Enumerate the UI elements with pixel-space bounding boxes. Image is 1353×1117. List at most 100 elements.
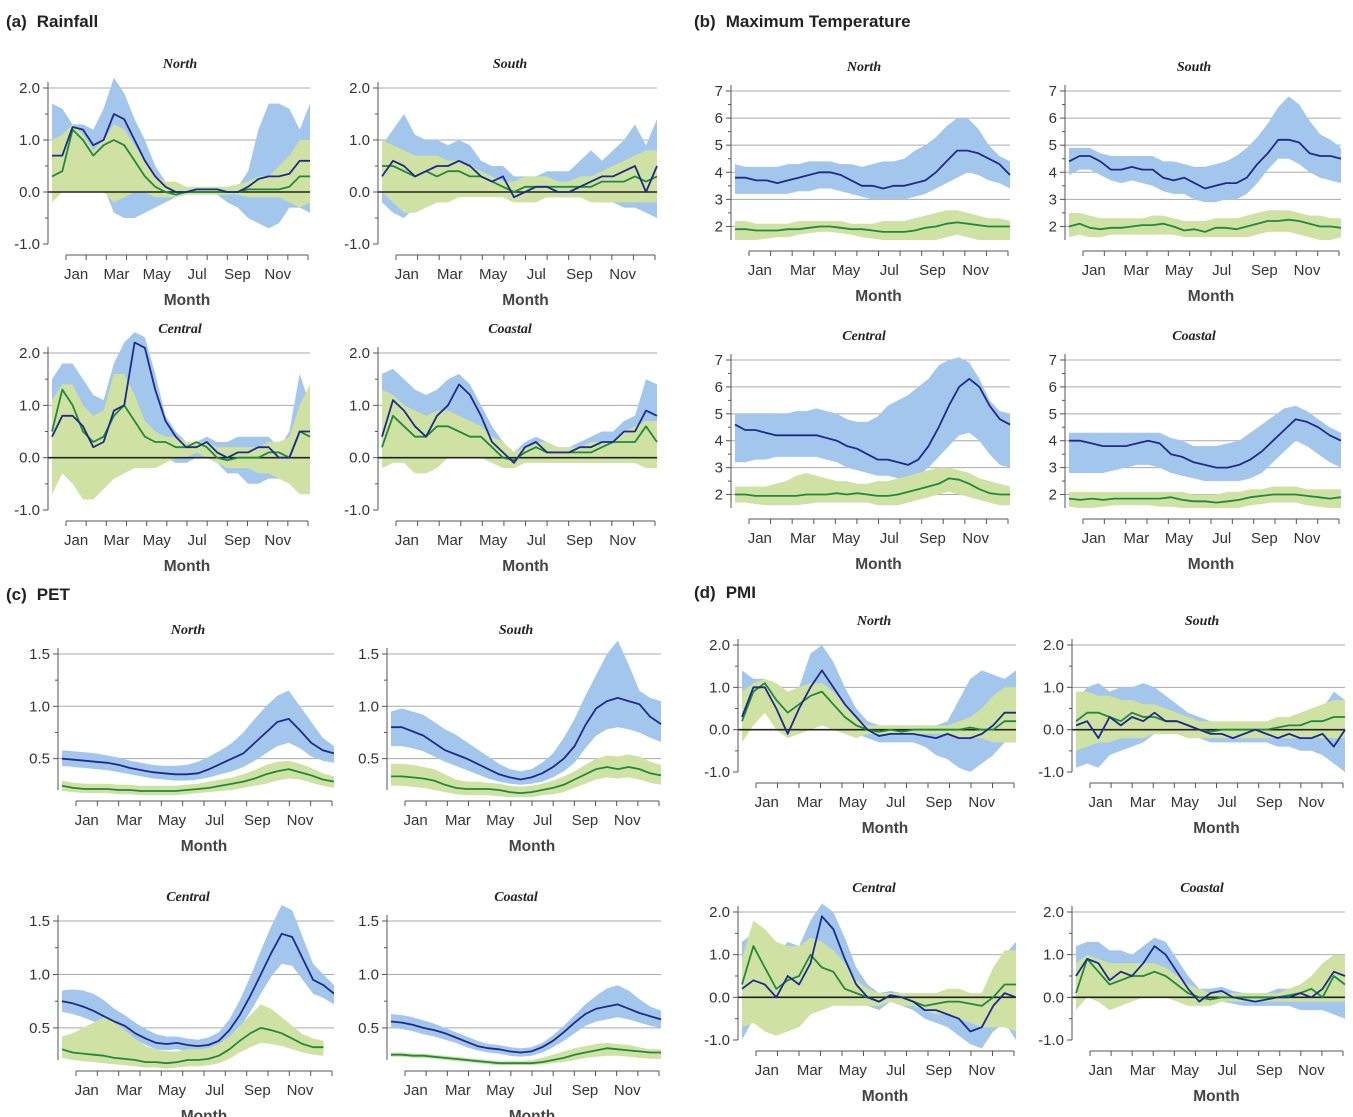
- y-tick-label: 1.0: [29, 698, 50, 715]
- blue-series-line: [390, 1003, 662, 1054]
- x-tick-label: Nov: [614, 1082, 641, 1099]
- blue-series-line: [1068, 138, 1342, 190]
- x-tick-label: Sep: [925, 1062, 952, 1079]
- chart-panel-12: Coastal 0.5 1.0 1.5 Jan Mar May Jul Sep Nov Month: [358, 890, 662, 1117]
- y-tick-label: -1.0: [1038, 1032, 1064, 1049]
- chart-panel-7: Central 2 3 4 5 6 7 Jan Mar May Jul Sep Nov Month: [715, 329, 1011, 573]
- y-tick-label: 0.5: [358, 751, 379, 768]
- x-tick-label: Jan: [64, 532, 88, 549]
- chart-subtitle: Central: [852, 881, 896, 896]
- x-tick-label: Mar: [103, 532, 129, 549]
- x-tick-label: Nov: [968, 794, 995, 811]
- x-tick-label: Jul: [527, 266, 546, 283]
- green-range-band: [62, 760, 334, 796]
- blue-series-line: [391, 697, 662, 781]
- x-tick-label: Mar: [116, 1082, 142, 1099]
- y-tick-label: 1.0: [709, 679, 730, 696]
- y-tick-label: 1.0: [358, 698, 379, 715]
- x-tick-label: Nov: [614, 812, 641, 829]
- x-axis-label: Month: [1188, 288, 1234, 305]
- x-tick-label: Jan: [75, 812, 99, 829]
- y-tick-label: 1.0: [358, 966, 379, 983]
- x-tick-label: Sep: [566, 532, 593, 549]
- green-series-line: [382, 165, 658, 193]
- blue-range-band: [391, 640, 661, 785]
- chart-subtitle: Central: [166, 890, 210, 905]
- x-tick-label: Sep: [1251, 530, 1278, 547]
- x-tick-label: Jan: [1082, 262, 1106, 279]
- x-tick-label: May: [832, 262, 861, 279]
- x-axis-label: Month: [181, 1108, 227, 1117]
- y-tick-label: 0.0: [19, 184, 40, 201]
- y-tick-label: 0.0: [349, 450, 370, 467]
- x-axis-label: Month: [164, 292, 210, 309]
- blue-range-band: [1069, 96, 1341, 203]
- x-tick-label: Jul: [205, 812, 224, 829]
- green-range-band: [52, 124, 310, 208]
- y-tick-label: 4: [715, 433, 723, 450]
- green-series-line: [61, 768, 335, 792]
- x-tick-label: May: [158, 1082, 187, 1099]
- panel-letter: (d): [694, 583, 716, 602]
- x-tick-label: Mar: [797, 1062, 823, 1079]
- x-tick-label: Mar: [445, 812, 471, 829]
- chart-panel-1: (a) Rainfall North -1.0 0.0 1.0 2.0 Jan Mar May Ju…: [6, 12, 310, 309]
- y-tick-label: 2.0: [19, 80, 40, 97]
- y-tick-label: 2: [715, 487, 723, 504]
- x-tick-label: Jul: [880, 262, 899, 279]
- blue-series-line: [381, 159, 658, 199]
- green-range-band: [1069, 210, 1341, 240]
- y-tick-label: 2.0: [709, 637, 730, 654]
- x-tick-label: Mar: [103, 266, 129, 283]
- green-range-band: [742, 920, 1016, 1036]
- y-tick-label: 1.5: [29, 913, 50, 930]
- x-tick-label: Jul: [205, 1082, 224, 1099]
- blue-range-band: [742, 645, 1016, 772]
- y-tick-label: 1.0: [1043, 679, 1064, 696]
- x-tick-label: Jan: [748, 530, 772, 547]
- green-range-band: [391, 754, 661, 798]
- x-tick-label: Sep: [925, 794, 952, 811]
- x-tick-label: Mar: [437, 266, 463, 283]
- y-tick-label: 2.0: [709, 904, 730, 921]
- x-axis-label: Month: [181, 838, 227, 855]
- y-tick-label: 2: [1049, 487, 1057, 504]
- blue-series-line: [51, 341, 310, 459]
- x-tick-label: Jan: [64, 266, 88, 283]
- x-tick-label: Jul: [1212, 262, 1231, 279]
- x-tick-label: Jul: [1217, 794, 1236, 811]
- blue-range-band: [735, 118, 1010, 200]
- panel-title: Maximum Temperature: [726, 12, 911, 31]
- x-tick-label: Mar: [1130, 794, 1156, 811]
- chart-panel-14: South -1.0 0.0 1.0 2.0 Jan Mar May Jul Sep Nov Mont…: [1038, 614, 1346, 837]
- y-tick-label: 6: [1049, 110, 1057, 127]
- y-tick-label: 1.0: [29, 966, 50, 983]
- x-tick-label: Jan: [395, 532, 419, 549]
- x-tick-label: Mar: [797, 794, 823, 811]
- x-tick-label: May: [143, 266, 172, 283]
- x-tick-label: Sep: [244, 812, 271, 829]
- chart-subtitle: Central: [842, 329, 886, 344]
- chart-subtitle: South: [1177, 60, 1211, 75]
- y-tick-label: 7: [1049, 352, 1057, 369]
- y-tick-label: 7: [715, 83, 723, 100]
- y-tick-label: -1.0: [704, 1032, 730, 1049]
- y-tick-label: 1.5: [29, 646, 50, 663]
- y-tick-label: -1.0: [14, 502, 40, 519]
- x-tick-label: May: [1165, 530, 1194, 547]
- panel-title: Rainfall: [37, 12, 98, 31]
- x-axis-label: Month: [862, 820, 908, 837]
- y-tick-label: 2.0: [1043, 637, 1064, 654]
- x-tick-label: Nov: [968, 1062, 995, 1079]
- chart-panel-16: Coastal -1.0 0.0 1.0 2.0 Jan Mar May Jul Sep Nov Mo…: [1038, 881, 1346, 1105]
- blue-range-band: [735, 357, 1010, 479]
- green-series-line: [1068, 218, 1342, 233]
- x-tick-label: Sep: [572, 812, 599, 829]
- y-tick-label: -1.0: [14, 236, 40, 253]
- x-tick-label: Mar: [790, 262, 816, 279]
- x-axis-label: Month: [502, 558, 548, 575]
- y-tick-label: 0.0: [19, 450, 40, 467]
- x-tick-label: May: [479, 266, 508, 283]
- chart-panel-4: Coastal -1.0 0.0 1.0 2.0 Jan Mar May Jul Sep Nov Mo…: [344, 322, 658, 575]
- chart-panel-8: Coastal 2 3 4 5 6 7 Jan Mar May Jul Sep Nov Month: [1049, 329, 1342, 573]
